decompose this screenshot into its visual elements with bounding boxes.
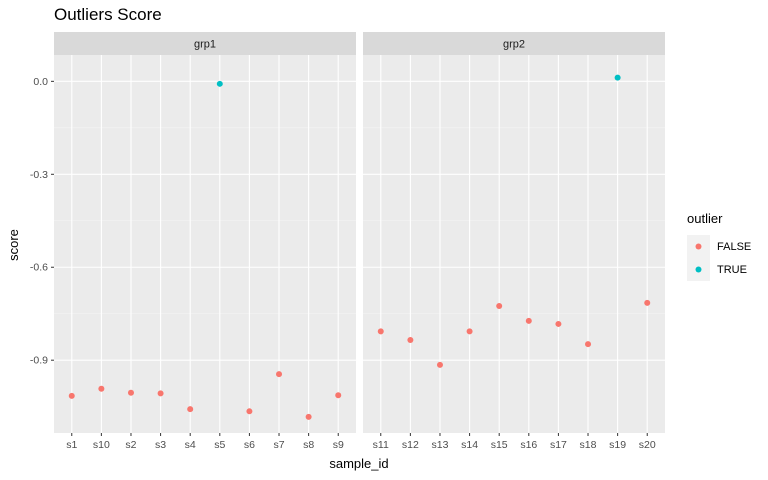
facet-strip-label: grp2 [503,39,525,51]
panel-background [363,55,665,433]
panel-background [54,55,356,433]
data-point-s18 [585,341,592,348]
y-axis-title: score [6,229,21,261]
data-point-s2 [127,389,134,396]
data-point-s10 [98,385,105,392]
data-point-s16 [525,317,532,324]
facet-panel-grp2: grp2 s11 s12 s13 s14 s15 s16 s17 s18 s19 s20 [363,32,665,451]
x-tick-label: s12 [402,439,419,451]
facet-strip-label: grp1 [194,39,216,51]
x-tick-label: s1 [66,439,77,451]
data-point-s5 [216,80,223,87]
data-point-s4 [187,406,194,413]
data-point-s11 [377,328,384,335]
x-tick-label: s11 [373,439,389,451]
legend-label-false: FALSE [717,241,751,253]
data-point-s19 [614,74,621,81]
x-tick-label: s7 [273,439,284,451]
x-tick-label: s13 [432,439,449,451]
facet-panels: grp1 s1 s10 s2 s3 s4 s5 s6 s7 s8 s9 grp2 s11 s12 s13 s1… [54,32,665,451]
y-axis: 0.0 -0.3 -0.6 -0.9 [30,76,54,367]
x-tick-label: s5 [214,439,225,451]
x-tick-label: s19 [609,439,626,451]
y-tick-label: 0.0 [33,76,48,88]
x-tick-label: s17 [550,439,567,451]
data-point-s8 [305,413,312,420]
data-point-s6 [246,408,253,415]
facet-panel-grp1: grp1 s1 s10 s2 s3 s4 s5 s6 s7 s8 s9 [54,32,356,451]
data-point-s14 [466,328,473,335]
x-tick-label: s4 [185,439,196,451]
x-tick-label: s9 [333,439,344,451]
x-tick-label: s8 [303,439,314,451]
legend: outlier FALSE TRUE [687,211,751,281]
x-axis-title: sample_id [329,456,388,471]
data-point-s17 [555,320,562,327]
x-tick-label: s10 [93,439,110,451]
x-tick-label: s3 [155,439,166,451]
data-point-s7 [276,371,283,378]
data-point-s20 [644,299,651,306]
data-point-s3 [157,390,164,397]
legend-title: outlier [687,211,723,226]
x-tick-label: s20 [639,439,656,451]
x-tick-label: s16 [520,439,537,451]
x-tick-label: s18 [580,439,597,451]
data-point-s12 [407,337,414,344]
x-tick-label: s15 [491,439,508,451]
legend-marker-true [695,266,702,273]
y-tick-label: -0.9 [30,355,48,367]
facet-strip [54,32,356,55]
y-tick-label: -0.3 [30,169,48,181]
data-point-s1 [68,392,75,399]
x-tick-label: s6 [244,439,255,451]
legend-marker-false [695,243,702,250]
x-tick-label: s14 [461,439,478,451]
data-point-s13 [436,361,443,368]
facet-strip [363,32,665,55]
legend-label-true: TRUE [717,264,747,276]
x-tick-label: s2 [125,439,136,451]
data-point-s9 [335,392,342,399]
y-tick-label: -0.6 [30,262,48,274]
chart-title: Outliers Score [54,5,162,24]
data-point-s15 [496,302,503,309]
